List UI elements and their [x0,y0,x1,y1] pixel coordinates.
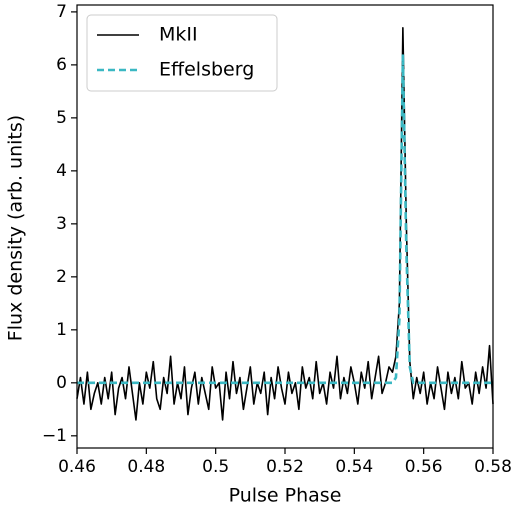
legend-label: MkII [159,24,198,46]
y-tick-label: 3 [56,214,67,234]
series-line [76,26,494,421]
x-tick-label: 0.56 [405,457,443,477]
y-tick-label: −1 [42,426,67,446]
legend-box [86,14,278,92]
y-axis-label: Flux density (arb. units) [5,115,27,341]
x-tick-label: 0.46 [58,457,96,477]
series-line [77,52,493,385]
x-tick-label: 0.58 [474,457,512,477]
x-tick-label: 0.48 [127,457,165,477]
legend-label: Effelsberg [159,59,254,81]
plot-frame [76,4,494,449]
y-tick-label: 5 [56,108,67,128]
x-axis-label: Pulse Phase [229,485,342,507]
y-tick-label: 4 [56,161,67,181]
y-tick-label: 7 [56,2,67,22]
y-tick-label: 1 [56,320,67,340]
x-tick-label: 0.5 [202,457,229,477]
x-tick-label: 0.54 [335,457,373,477]
y-tick-label: 6 [56,55,67,75]
y-tick-label: 2 [56,267,67,287]
x-tick-label: 0.52 [266,457,304,477]
y-tick-label: 0 [56,373,67,393]
